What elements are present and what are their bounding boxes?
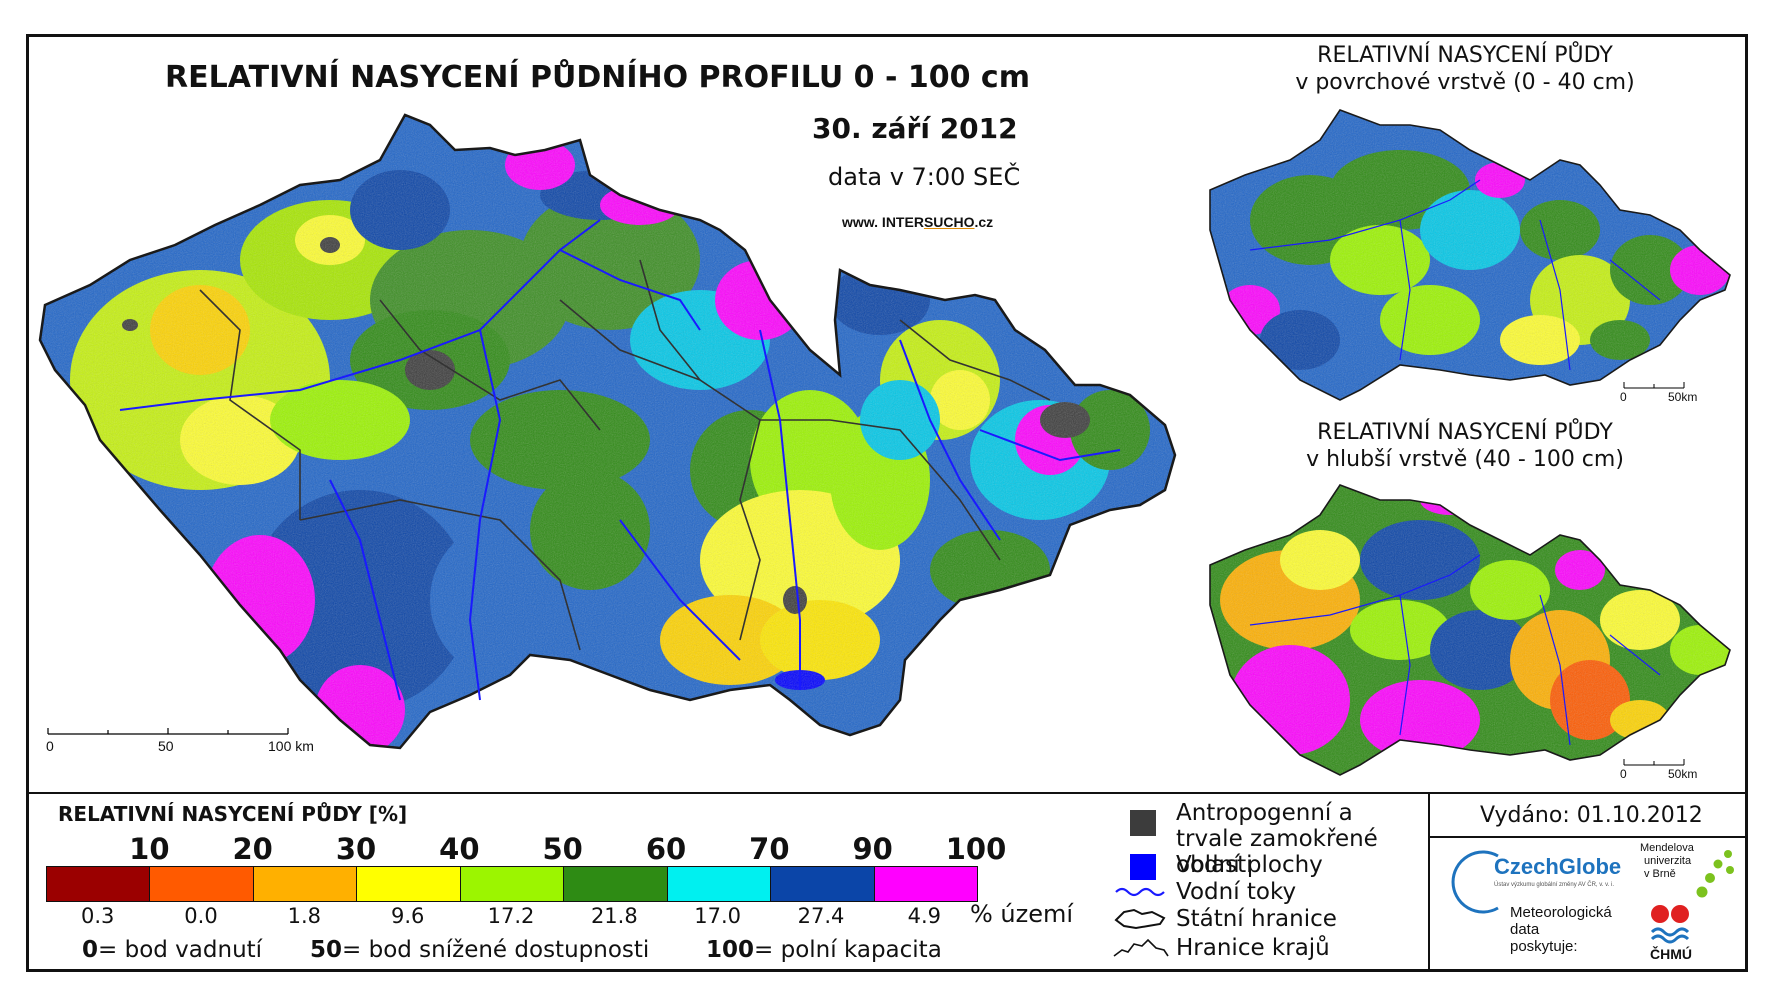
legend-ticks: 10 20 30 40 50 60 70 90 100	[46, 832, 1026, 868]
website-prefix: www. INTER	[842, 214, 924, 230]
legend-percent-label: 0.3	[80, 904, 115, 928]
inset-bottom-scale-0: 0	[1620, 767, 1627, 781]
meteo-line2: data	[1510, 921, 1540, 938]
state-border-swatch	[1114, 908, 1166, 930]
note-reduced-availability: 50= bod snížené dostupnosti	[310, 937, 649, 963]
map-time: data v 7:00 SEČ	[828, 163, 1021, 191]
main-scalebar	[47, 728, 289, 735]
anthropogenic-label: Antropogenní a trvale zamokřené oblasti	[1176, 800, 1378, 878]
main-scale-50: 50	[158, 738, 174, 754]
website-highlight: SUCHO	[923, 214, 975, 230]
main-scale-0: 0	[46, 738, 54, 754]
legend-percent-label: 17.2	[487, 904, 535, 928]
legend-color-bar	[46, 866, 978, 902]
legend-title: RELATIVNÍ NASYCENÍ PŮDY [%]	[58, 802, 408, 826]
inset-top-title: RELATIVNÍ NASYCENÍ PŮDY v povrchové vrst…	[1205, 42, 1725, 96]
website-suffix: .cz	[974, 214, 994, 230]
legend-swatch	[357, 867, 461, 901]
note-2-num: 100	[706, 937, 755, 963]
legend-percent-label: 21.8	[590, 904, 638, 928]
legend-percent-label: 9.6	[390, 904, 425, 928]
issued-divider	[1428, 836, 1748, 838]
rivers-swatch	[1115, 887, 1165, 897]
mendel-line3: v Brně	[1644, 868, 1676, 880]
percent-unit: % území	[970, 900, 1074, 928]
inset-bottom-title: RELATIVNÍ NASYCENÍ PŮDY v hlubší vrstvě …	[1205, 419, 1725, 473]
inset-bottom-scalebar	[1623, 759, 1685, 766]
inset-top-title-line1: RELATIVNÍ NASYCENÍ PŮDY	[1317, 43, 1613, 68]
legend-tick-label: 50	[542, 832, 583, 866]
mendel-line2: univerzita	[1644, 855, 1692, 867]
legend-tick-label: 90	[852, 832, 893, 866]
main-title: RELATIVNÍ NASYCENÍ PŮDNÍHO PROFILU 0 - 1…	[165, 60, 1030, 95]
water-bodies-label: Vodní plochy	[1176, 852, 1323, 878]
website-link[interactable]: www. INTERSUCHO.cz	[842, 214, 993, 230]
legend-percent-label: 17.0	[694, 904, 742, 928]
note-field-capacity: 100= polní kapacita	[706, 937, 942, 963]
meteo-line1: Meteorologická	[1510, 904, 1612, 921]
legend-swatch	[47, 867, 151, 901]
legend-percent-values: 0.3 0.0 1.8 9.6 17.2 21.8 17.0 27.4 4.9	[46, 904, 976, 932]
legend-tick-label: 40	[439, 832, 480, 866]
legend-percent-label: 27.4	[797, 904, 845, 928]
czechglobe-name: CzechGlobe	[1494, 854, 1622, 879]
meteo-line3: poskytuje:	[1510, 938, 1578, 955]
inset-bottom-title-line2: v hlubší vrstvě (40 - 100 cm)	[1306, 447, 1624, 472]
meteo-data-text: Meteorologická data poskytuje:	[1510, 904, 1612, 955]
inset-bottom-title-line1: RELATIVNÍ NASYCENÍ PŮDY	[1317, 420, 1613, 445]
legend-tick-label: 30	[335, 832, 377, 866]
legend-tick-label: 100	[945, 832, 1007, 866]
legend-tick-label: 20	[232, 832, 273, 866]
note-wilting-point: 0= bod vadnutí	[82, 937, 262, 963]
legend-percent-label: 0.0	[184, 904, 218, 928]
anthropogenic-swatch	[1130, 810, 1156, 836]
legend-percent-label: 4.9	[907, 904, 942, 928]
region-border-swatch	[1113, 938, 1169, 957]
inset-bottom-scale-50: 50km	[1668, 767, 1698, 781]
rivers-label: Vodní toky	[1176, 879, 1297, 905]
note-1-text: = bod snížené dostupnosti	[342, 937, 650, 963]
note-0-text: = bod vadnutí	[98, 937, 263, 963]
note-0-num: 0	[82, 937, 99, 963]
legend-swatch	[253, 867, 358, 901]
chmu-name: ČHMÚ	[1650, 946, 1692, 962]
inset-top-scalebar	[1623, 382, 1685, 389]
legend-tick-label: 10	[129, 832, 170, 866]
mendel-logo-text: Mendelova univerzita v Brně	[1640, 842, 1694, 881]
legend-percent-label: 1.8	[287, 904, 322, 928]
logo-divider	[1428, 792, 1430, 972]
czechglobe-logo	[1451, 850, 1499, 914]
legend-tick-label: 70	[749, 832, 790, 866]
inset-top-scale-0: 0	[1620, 390, 1627, 404]
region-border-label: Hranice krajů	[1176, 935, 1330, 961]
mendel-line1: Mendelova	[1640, 842, 1694, 854]
inset-top-title-line2: v povrchové vrstvě (0 - 40 cm)	[1295, 70, 1635, 95]
main-scale-100: 100 km	[268, 738, 314, 754]
czechglobe-subtitle: Ústav výzkumu globální změny AV ČR, v. v…	[1494, 882, 1615, 888]
state-border-label: Státní hranice	[1176, 906, 1337, 932]
legend-swatch	[874, 867, 977, 901]
inset-top-scale-50: 50km	[1668, 390, 1698, 404]
chmu-logo	[1650, 905, 1690, 944]
legend-swatch	[667, 867, 772, 901]
legend-swatch	[460, 867, 565, 901]
legend-divider	[26, 792, 1748, 794]
mendel-logo-dots	[1696, 850, 1734, 898]
legend-tick-label: 60	[645, 832, 687, 866]
water-bodies-swatch	[1130, 854, 1156, 880]
note-1-num: 50	[310, 937, 343, 963]
legend-swatch	[150, 867, 254, 901]
map-date: 30. září 2012	[812, 112, 1018, 145]
legend-swatch	[771, 867, 875, 901]
note-2-text: = polní kapacita	[754, 937, 942, 963]
legend-swatch	[564, 867, 668, 901]
issued-date: Vydáno: 01.10.2012	[1480, 803, 1703, 828]
